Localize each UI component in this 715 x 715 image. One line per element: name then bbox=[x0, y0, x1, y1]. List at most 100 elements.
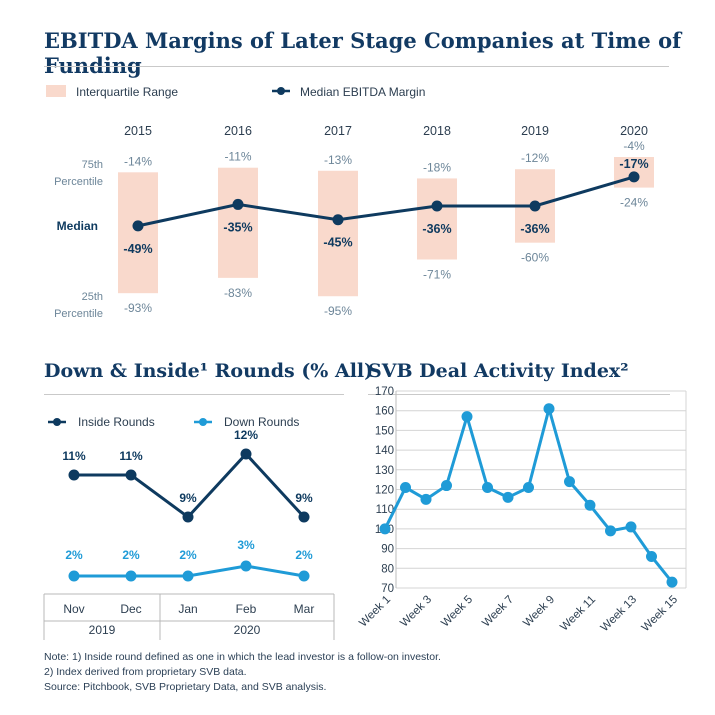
inside-rounds-marker bbox=[125, 469, 137, 481]
down-rounds-marker bbox=[125, 570, 137, 582]
down-rounds-value-label: 3% bbox=[237, 538, 255, 552]
year-tick-label: 2016 bbox=[224, 124, 252, 138]
p75-value-label: -14% bbox=[124, 154, 152, 168]
down-rounds-marker bbox=[298, 570, 310, 582]
down-rounds-marker bbox=[182, 570, 194, 582]
median-value-label: -35% bbox=[223, 220, 252, 234]
deal-index-marker bbox=[543, 403, 555, 415]
year-tick-label: 2015 bbox=[124, 124, 152, 138]
week-tick-label: Week 1 bbox=[357, 594, 393, 630]
legend-median-marker bbox=[277, 87, 285, 95]
year-group-label: 2020 bbox=[234, 623, 261, 637]
footnote-2: 2) Index derived from proprietary SVB da… bbox=[44, 666, 247, 678]
y-tick-label: 150 bbox=[375, 425, 394, 437]
p25-value-label: -93% bbox=[124, 301, 152, 315]
deal-index-marker bbox=[625, 521, 637, 533]
year-tick-label: 2020 bbox=[620, 124, 648, 138]
p75-value-label: -12% bbox=[521, 151, 549, 165]
deal-index-marker bbox=[564, 476, 575, 488]
down-rounds-value-label: 2% bbox=[179, 548, 197, 562]
median-marker bbox=[332, 214, 344, 226]
year-tick-label: 2017 bbox=[324, 124, 352, 138]
month-tick-label: Jan bbox=[178, 602, 197, 616]
median-marker bbox=[431, 200, 443, 212]
legend-iqr-swatch bbox=[46, 85, 66, 97]
iqr-bar bbox=[417, 178, 457, 260]
median-marker bbox=[232, 198, 244, 210]
year-group-label: 2019 bbox=[89, 623, 116, 637]
month-tick-label: Mar bbox=[294, 602, 315, 616]
p25-value-label: -95% bbox=[324, 304, 352, 318]
inside-rounds-value-label: 11% bbox=[119, 449, 143, 463]
down-rounds-value-label: 2% bbox=[122, 548, 140, 562]
inside-rounds-marker bbox=[298, 511, 310, 523]
inside-rounds-line bbox=[74, 451, 306, 520]
median-value-label: -49% bbox=[123, 242, 152, 256]
main-chart-title: EBITDA Margins of Later Stage Companies … bbox=[44, 28, 682, 78]
down-rounds-value-label: 2% bbox=[65, 548, 83, 562]
median-row-label: Median bbox=[57, 219, 98, 233]
y-tick-label: 140 bbox=[375, 445, 394, 457]
week-tick-label: Week 13 bbox=[599, 594, 639, 634]
p25-row-label-bottom: Percentile bbox=[54, 308, 103, 320]
inside-rounds-marker bbox=[240, 448, 252, 460]
week-tick-label: Week 11 bbox=[558, 594, 598, 634]
month-tick-label: Dec bbox=[120, 602, 141, 616]
inside-rounds-value-label: 9% bbox=[295, 491, 313, 505]
p75-value-label: -11% bbox=[224, 150, 251, 164]
y-tick-label: 120 bbox=[375, 485, 394, 497]
y-tick-label: 70 bbox=[381, 583, 394, 595]
inside-rounds-marker bbox=[68, 469, 80, 481]
legend-median-label: Median EBITDA Margin bbox=[300, 85, 425, 99]
y-tick-label: 130 bbox=[375, 465, 394, 477]
week-tick-label: Week 9 bbox=[521, 594, 557, 630]
p75-value-label: -18% bbox=[423, 160, 451, 174]
median-line bbox=[137, 175, 635, 228]
p25-value-label: -83% bbox=[224, 286, 252, 300]
legend-inside-label: Inside Rounds bbox=[78, 415, 155, 429]
source-note: Source: Pitchbook, SVB Proprietary Data,… bbox=[44, 681, 327, 693]
deal-index-marker bbox=[502, 491, 514, 503]
footnotes: Note: 1) Inside round defined as one in … bbox=[44, 650, 441, 695]
median-marker bbox=[132, 220, 144, 232]
deal-index-marker bbox=[584, 499, 596, 511]
deal-index-marker bbox=[441, 480, 452, 492]
p75-value-label: -13% bbox=[324, 153, 352, 167]
y-tick-label: 80 bbox=[381, 563, 394, 575]
legend-inside-marker bbox=[53, 418, 61, 426]
deal-index-marker bbox=[605, 525, 616, 537]
y-tick-label: 160 bbox=[375, 406, 394, 418]
deal-index-marker bbox=[400, 482, 411, 494]
month-tick-label: Feb bbox=[236, 602, 257, 616]
inside-rounds-value-label: 11% bbox=[62, 449, 86, 463]
legend-iqr-label: Interquartile Range bbox=[76, 85, 178, 99]
p25-value-label: -60% bbox=[521, 251, 549, 265]
p75-row-label-top: 75th bbox=[82, 159, 103, 171]
legend-down-marker bbox=[199, 418, 207, 426]
deal-index-marker bbox=[523, 482, 534, 494]
down-rounds-marker bbox=[240, 560, 252, 572]
week-tick-label: Week 3 bbox=[398, 594, 434, 630]
median-marker bbox=[628, 171, 640, 183]
year-tick-label: 2019 bbox=[521, 124, 549, 138]
y-tick-label: 170 bbox=[375, 386, 394, 398]
median-value-label: -36% bbox=[422, 222, 451, 236]
svb-index-divider bbox=[368, 394, 670, 395]
deal-index-marker bbox=[461, 411, 473, 423]
week-tick-label: Week 15 bbox=[640, 594, 680, 634]
year-tick-label: 2018 bbox=[423, 124, 451, 138]
p75-row-label-bottom: Percentile bbox=[54, 176, 103, 188]
median-value-label: -45% bbox=[323, 236, 352, 250]
down-rounds-marker bbox=[68, 570, 80, 582]
footnote-1: Note: 1) Inside round defined as one in … bbox=[44, 651, 441, 663]
down-rounds-value-label: 2% bbox=[295, 548, 313, 562]
title-divider bbox=[44, 66, 669, 67]
month-tick-label: Nov bbox=[63, 602, 84, 616]
week-tick-label: Week 7 bbox=[480, 594, 516, 630]
svb-index-chart-title: SVB Deal Activity Index² bbox=[368, 360, 629, 382]
down-inside-divider bbox=[44, 394, 344, 395]
iqr-bar bbox=[118, 172, 158, 294]
deal-index-marker bbox=[420, 493, 432, 505]
deal-index-marker bbox=[666, 576, 678, 588]
